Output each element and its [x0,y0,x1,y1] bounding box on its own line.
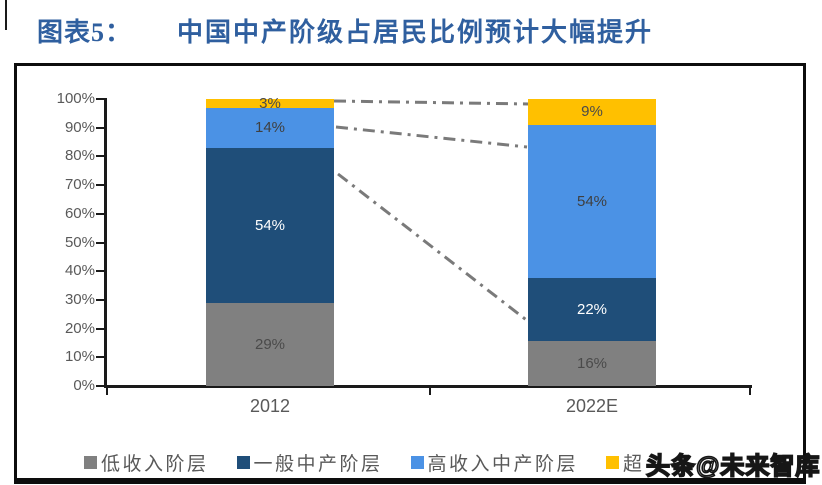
x-axis-tick [106,388,108,395]
bar-segment-label: 22% [576,300,608,318]
bar-segment: 22% [528,278,656,341]
legend-label: 高收入中产阶层 [427,454,579,475]
y-axis-tick [96,98,105,100]
y-axis-tick [96,327,105,330]
legend-item: 超 [606,449,645,476]
connector-line [335,125,528,149]
y-axis [104,98,107,388]
bar-segment: 16% [528,340,656,386]
legend-swatch-icon [84,456,97,469]
y-axis-tick-label: 80% [64,147,95,165]
y-axis-tick [96,385,105,387]
y-axis-tick [96,270,105,273]
bar-segment-label: 9% [581,103,603,121]
bar-segment: 54% [528,124,656,278]
y-axis-tick [96,184,105,187]
legend-item: 高收入中产阶层 [410,449,579,476]
y-axis-tick-label: 10% [64,348,95,366]
bar-segment: 9% [528,99,656,125]
x-axis [104,385,752,388]
legend-swatch-icon [606,456,620,469]
y-axis-tick-label: 90% [64,118,95,136]
y-axis-tick [96,298,105,301]
bar-segment-label: 14% [254,119,286,137]
bar-segment-label: 54% [576,192,608,210]
bar-segment-label: 29% [254,335,286,353]
y-axis-tick-label: 70% [64,176,95,194]
bar-segment: 14% [206,107,334,148]
y-axis-tick [96,126,105,129]
connector-line [333,99,530,106]
legend-label: 超 [623,454,645,475]
legend-item: 一般中产阶层 [236,449,383,476]
chart-legend: 低收入阶层 一般中产阶层 高收入中产阶层 超 [84,449,645,476]
bar-segment-label: 54% [254,216,286,234]
legend-swatch-icon [236,456,250,469]
x-axis-tick [429,388,431,395]
y-axis-tick [96,212,105,215]
y-axis-tick [96,356,105,359]
legend-swatch-icon [410,456,424,469]
y-axis-tick-label: 100% [56,90,95,107]
legend-label: 一般中产阶层 [253,454,383,475]
page-title: 中国中产阶级占居民比例预计大幅提升 [177,18,654,47]
y-axis-tick [96,155,105,158]
watermark: 头条@未来智库 [645,452,821,481]
bar-segment-label: 3% [259,94,281,112]
x-axis-category-label: 2012 [249,396,291,416]
y-axis-tick-label: 40% [64,262,95,280]
y-axis-tick [96,241,105,244]
x-axis-category-label: 2022E [565,396,619,416]
figure-number-label: 图表5： [37,18,133,47]
bar-segment-label: 16% [576,354,608,372]
y-axis-tick-label: 0% [73,377,95,394]
bar-segment: 29% [206,302,334,386]
legend-label: 低收入阶层 [101,454,209,475]
page-edge-mark [5,0,7,30]
y-axis-tick-label: 60% [64,204,95,222]
bar-segment: 54% [206,147,334,303]
bar-segment: 3% [206,94,334,112]
y-axis-tick-label: 50% [64,233,95,251]
legend-item: 低收入阶层 [84,449,209,476]
connector-line [337,172,530,324]
x-axis-tick [749,388,751,395]
y-axis-tick-label: 20% [64,319,95,337]
y-axis-tick-label: 30% [64,290,95,308]
